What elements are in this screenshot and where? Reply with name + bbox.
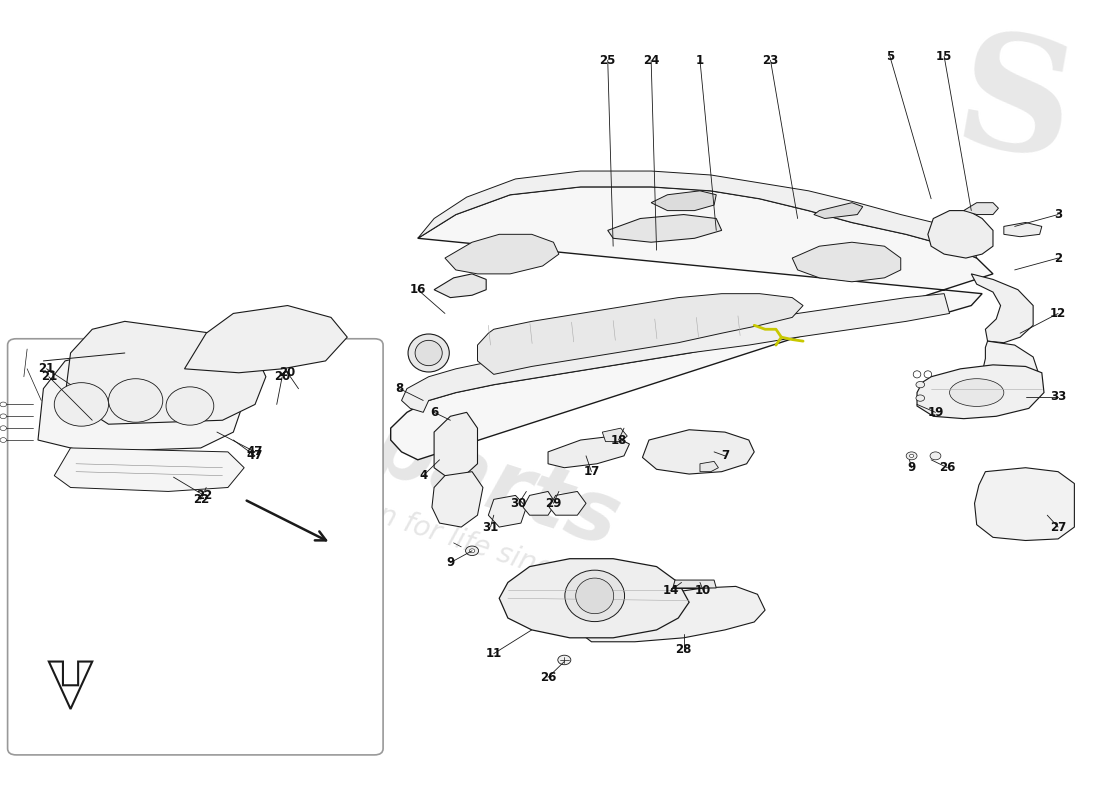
Polygon shape	[651, 191, 716, 210]
Text: 27: 27	[1050, 521, 1066, 534]
Text: 33: 33	[1050, 390, 1066, 403]
Polygon shape	[917, 365, 1044, 418]
Text: 22: 22	[192, 493, 209, 506]
Text: 11: 11	[486, 647, 502, 660]
Ellipse shape	[910, 454, 914, 458]
Polygon shape	[573, 586, 766, 642]
Polygon shape	[607, 214, 722, 242]
Polygon shape	[434, 274, 486, 298]
Ellipse shape	[408, 334, 449, 372]
Text: 26: 26	[939, 462, 956, 474]
Polygon shape	[792, 242, 901, 282]
Text: 20: 20	[279, 366, 296, 379]
Polygon shape	[814, 202, 862, 218]
Text: europarts: europarts	[152, 339, 630, 565]
Ellipse shape	[0, 438, 7, 442]
Text: 17: 17	[583, 465, 600, 478]
Text: 21: 21	[39, 362, 55, 375]
Text: 10: 10	[695, 584, 712, 597]
Text: S: S	[945, 22, 1085, 194]
Ellipse shape	[0, 426, 7, 430]
Text: 9: 9	[447, 556, 454, 569]
Ellipse shape	[949, 378, 1004, 406]
Ellipse shape	[575, 578, 614, 614]
Text: 12: 12	[1050, 307, 1066, 320]
Ellipse shape	[924, 370, 932, 378]
Ellipse shape	[916, 382, 925, 388]
Polygon shape	[642, 430, 755, 474]
Polygon shape	[418, 171, 977, 258]
Text: 23: 23	[762, 54, 779, 66]
Text: 47: 47	[246, 446, 263, 458]
Text: 31: 31	[483, 521, 498, 534]
Text: 14: 14	[662, 584, 679, 597]
Text: 21: 21	[41, 370, 57, 383]
Polygon shape	[65, 322, 266, 424]
Polygon shape	[434, 412, 477, 476]
Text: 29: 29	[546, 497, 562, 510]
Polygon shape	[402, 294, 949, 412]
Polygon shape	[603, 428, 627, 442]
Polygon shape	[48, 662, 92, 709]
Ellipse shape	[54, 382, 109, 426]
Polygon shape	[673, 580, 716, 588]
Text: 25: 25	[600, 54, 616, 66]
Polygon shape	[39, 353, 244, 452]
Ellipse shape	[913, 370, 921, 378]
Ellipse shape	[166, 387, 213, 425]
Text: 26: 26	[540, 671, 557, 684]
Text: 19: 19	[927, 406, 944, 419]
Ellipse shape	[470, 549, 475, 553]
Ellipse shape	[109, 378, 163, 422]
Polygon shape	[499, 558, 689, 638]
Text: 4: 4	[419, 469, 428, 482]
Text: 2: 2	[1054, 251, 1063, 265]
Text: 47: 47	[246, 450, 263, 462]
Text: 8: 8	[395, 382, 404, 395]
Polygon shape	[488, 495, 526, 527]
Ellipse shape	[565, 570, 625, 622]
Ellipse shape	[930, 452, 940, 460]
Polygon shape	[971, 274, 1033, 342]
Polygon shape	[928, 210, 993, 258]
Text: 9: 9	[908, 462, 915, 474]
Ellipse shape	[0, 402, 7, 406]
Ellipse shape	[916, 395, 925, 402]
Text: a passion for life since 1985: a passion for life since 1985	[266, 466, 646, 613]
Text: 22: 22	[196, 489, 212, 502]
Polygon shape	[432, 472, 483, 527]
Polygon shape	[549, 491, 586, 515]
Polygon shape	[54, 448, 244, 491]
Polygon shape	[444, 234, 559, 274]
Text: 30: 30	[510, 497, 527, 510]
Polygon shape	[1004, 222, 1042, 237]
Polygon shape	[975, 468, 1075, 541]
Text: 3: 3	[1054, 208, 1063, 221]
FancyBboxPatch shape	[8, 338, 383, 755]
Ellipse shape	[465, 546, 478, 555]
Ellipse shape	[415, 340, 442, 366]
Polygon shape	[964, 202, 999, 214]
Text: 1: 1	[696, 54, 704, 66]
Ellipse shape	[906, 452, 917, 460]
Text: 28: 28	[675, 643, 692, 656]
Text: 20: 20	[274, 370, 290, 383]
Text: 24: 24	[644, 54, 659, 66]
Text: 7: 7	[720, 450, 729, 462]
Polygon shape	[477, 294, 803, 374]
Text: 6: 6	[430, 406, 438, 419]
Polygon shape	[975, 341, 1040, 405]
Polygon shape	[524, 491, 556, 515]
Text: 16: 16	[409, 283, 426, 296]
Text: 5: 5	[886, 50, 894, 63]
Text: 18: 18	[610, 434, 627, 446]
Polygon shape	[390, 187, 993, 460]
Text: 15: 15	[936, 50, 953, 63]
Polygon shape	[700, 462, 718, 472]
Ellipse shape	[558, 655, 571, 665]
Ellipse shape	[0, 414, 7, 418]
Polygon shape	[185, 306, 348, 373]
Polygon shape	[548, 436, 629, 468]
